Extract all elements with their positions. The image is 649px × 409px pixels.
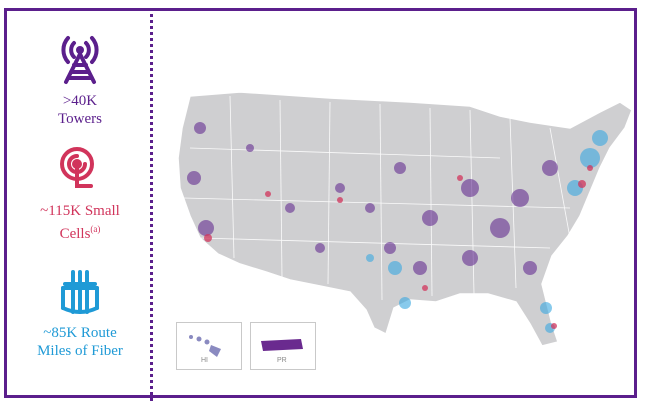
stat-fiber: ~85K Route Miles of Fiber: [6, 268, 154, 360]
inset-hawaii-label: HI: [201, 357, 208, 364]
section-divider: [150, 8, 153, 401]
stat-towers: >40K Towers: [6, 30, 154, 128]
inset-puerto-rico: PR: [250, 322, 316, 370]
stat-small-cells: ~115K Small Cells(a): [6, 146, 154, 243]
small-cell-icon: [60, 147, 94, 188]
hawaii-shape: [189, 335, 221, 357]
tower-icon: [61, 36, 99, 84]
stat-fiber-label: ~85K Route Miles of Fiber: [37, 325, 123, 359]
small-cell-density: [204, 165, 593, 329]
inset-hawaii: HI: [176, 322, 242, 370]
stat-small-cells-label: ~115K Small Cells(a): [40, 203, 120, 242]
content-frame: [4, 8, 637, 398]
fiber-icon: [61, 270, 99, 314]
us-coverage-map: [177, 91, 633, 347]
puerto-rico-shape: [261, 339, 303, 351]
stat-towers-label: >40K Towers: [58, 93, 102, 127]
fiber-coverage: [366, 130, 608, 333]
footnote-marker: (a): [90, 224, 101, 234]
us-landmass: [177, 91, 633, 347]
inset-puerto-rico-label: PR: [277, 357, 287, 364]
tower-density: [187, 122, 558, 275]
